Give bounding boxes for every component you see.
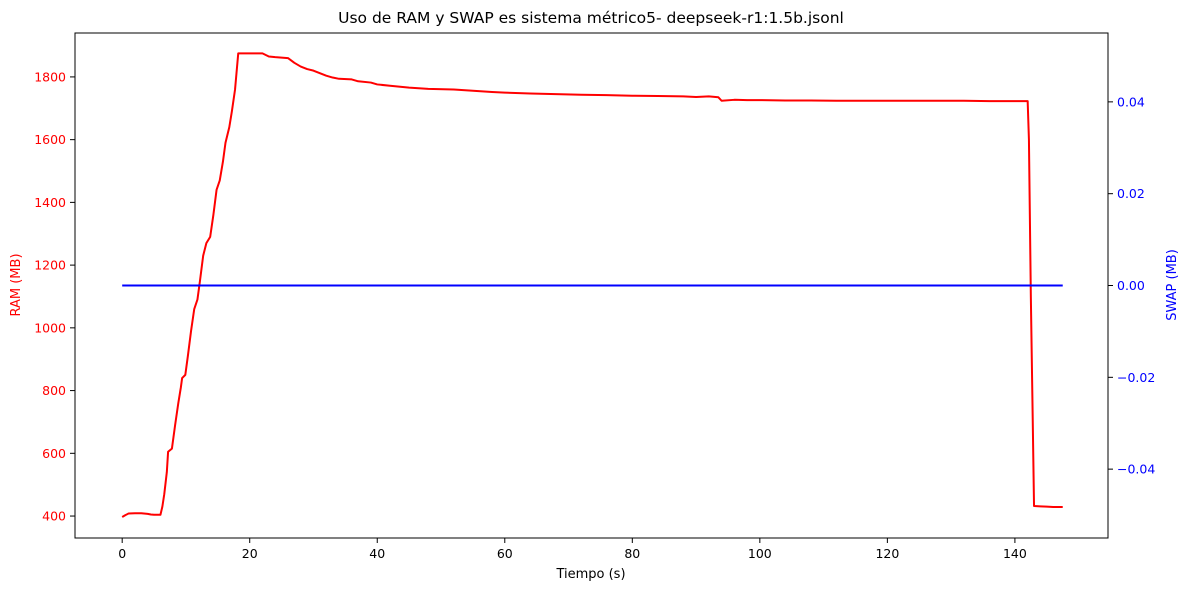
y-right-tick-label: −0.04 xyxy=(1117,462,1155,477)
chart-title: Uso de RAM y SWAP es sistema métrico5- d… xyxy=(338,9,844,27)
y-left-axis-ticks: 400 600 800 1000 1200 1400 1600 1800 xyxy=(34,69,75,524)
y-right-tick-label: 0.02 xyxy=(1117,186,1145,201)
x-tick-label: 140 xyxy=(1003,546,1027,561)
y-left-tick-label: 400 xyxy=(42,509,66,524)
x-tick-label: 40 xyxy=(369,546,385,561)
y-right-axis-label: SWAP (MB) xyxy=(1165,249,1180,321)
y-left-tick-label: 1600 xyxy=(34,132,66,147)
x-tick-label: 100 xyxy=(748,546,772,561)
x-tick-label: 20 xyxy=(242,546,258,561)
y-right-tick-label: 0.04 xyxy=(1117,94,1145,109)
y-left-tick-label: 1000 xyxy=(34,320,66,335)
y-right-tick-label: −0.02 xyxy=(1117,370,1155,385)
y-left-tick-label: 1200 xyxy=(34,258,66,273)
x-axis-label: Tiempo (s) xyxy=(555,567,625,582)
y-left-tick-label: 600 xyxy=(42,446,66,461)
y-left-tick-label: 1800 xyxy=(34,69,66,84)
y-right-tick-label: 0.00 xyxy=(1117,278,1145,293)
y-right-axis-ticks: −0.04 −0.02 0.00 0.02 0.04 xyxy=(1108,94,1155,477)
x-axis-ticks: 0 20 40 60 80 100 120 140 xyxy=(118,538,1027,561)
y-left-tick-label: 1400 xyxy=(34,195,66,210)
y-left-tick-label: 800 xyxy=(42,383,66,398)
x-tick-label: 80 xyxy=(624,546,640,561)
y-left-axis-label: RAM (MB) xyxy=(9,253,24,316)
series-layer xyxy=(121,52,1063,518)
x-tick-label: 120 xyxy=(875,546,899,561)
x-tick-label: 0 xyxy=(118,546,126,561)
x-tick-label: 60 xyxy=(497,546,513,561)
ram-series-line xyxy=(121,52,1063,518)
